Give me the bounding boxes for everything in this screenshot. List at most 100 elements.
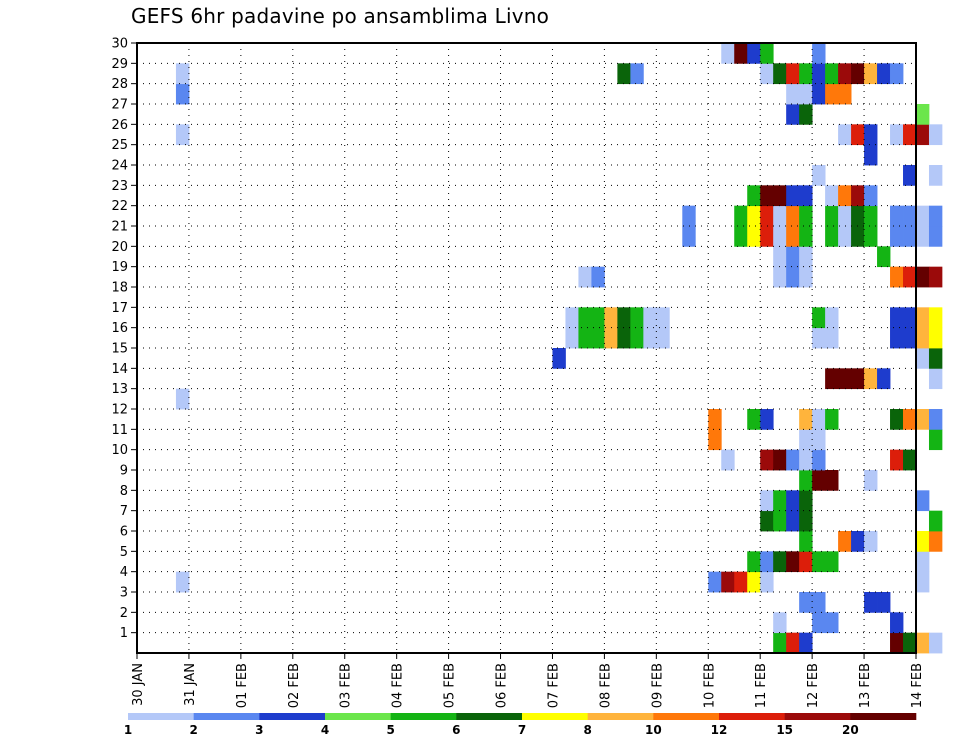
data-cell (721, 571, 735, 593)
colorbar-label: 3 (255, 723, 263, 737)
data-cell (903, 327, 917, 349)
data-cell (890, 124, 904, 146)
colorbar-label: 1 (124, 723, 132, 737)
data-cell (890, 63, 904, 85)
data-cell (851, 368, 865, 390)
colorbar-label: 2 (189, 723, 197, 737)
data-cell (760, 551, 774, 573)
data-cell (864, 531, 878, 552)
y-tick-label: 23 (111, 179, 128, 194)
y-tick-label: 3 (120, 586, 128, 601)
data-cell (747, 43, 761, 64)
y-tick-label: 12 (111, 403, 128, 418)
data-cell (903, 124, 917, 146)
data-cell (916, 266, 930, 288)
data-cell (747, 409, 761, 430)
data-cell (773, 185, 787, 207)
data-cell (643, 327, 657, 349)
y-tick-label: 10 (111, 443, 128, 458)
data-cell (838, 226, 852, 247)
data-cell (916, 205, 930, 227)
x-tick-label: 31 JAN (183, 663, 198, 706)
y-tick-label: 17 (111, 301, 128, 316)
y-tick-label: 18 (111, 281, 128, 296)
data-cell (578, 307, 592, 329)
colorbar-label: 12 (711, 723, 728, 737)
data-cell (760, 490, 774, 512)
data-cell (773, 63, 787, 85)
data-cell (851, 63, 865, 85)
data-cell (786, 246, 800, 268)
data-cell (890, 307, 904, 329)
data-cell (578, 327, 592, 349)
data-cell (617, 307, 631, 329)
colorbar-label: 20 (842, 723, 859, 737)
data-cell (916, 327, 930, 349)
x-tick-label: 02 FEB (287, 663, 302, 708)
colorbar-segment (390, 713, 457, 720)
colorbar-segment (193, 713, 260, 720)
data-cell (825, 612, 839, 634)
data-cell (851, 185, 865, 207)
data-cell (890, 266, 904, 288)
data-cell (825, 226, 839, 247)
y-tick-label: 9 (120, 464, 128, 479)
data-cell (760, 409, 774, 430)
data-cell (851, 124, 865, 146)
data-cell (903, 165, 917, 186)
data-cell (773, 246, 787, 268)
data-cell (890, 632, 904, 654)
colorbar-label: 8 (583, 723, 591, 737)
data-cell (928, 348, 943, 369)
data-cell (630, 327, 644, 349)
data-cell (773, 490, 787, 512)
y-tick-label: 21 (111, 220, 128, 235)
data-cell (877, 246, 891, 268)
data-cell (799, 104, 813, 125)
y-axis: 1234567891011121314151617181920212223242… (111, 37, 137, 641)
data-cell (825, 368, 839, 390)
data-cell (799, 429, 813, 451)
data-cell (630, 307, 644, 329)
data-cell (734, 205, 748, 227)
colorbar-segment (850, 713, 917, 720)
data-cell (799, 592, 813, 613)
data-cell (825, 470, 839, 491)
data-cell (682, 205, 696, 227)
data-cell (903, 226, 917, 247)
data-cell (786, 449, 800, 471)
colorbar-segment (522, 713, 588, 720)
x-tick-label: 07 FEB (546, 663, 561, 708)
data-cell (786, 83, 800, 105)
data-cell (903, 632, 917, 654)
data-cell (825, 327, 839, 349)
data-cell (552, 348, 566, 369)
data-cell (825, 205, 839, 227)
x-tick-label: 08 FEB (598, 663, 613, 708)
data-cell (812, 63, 826, 85)
data-cell (708, 429, 722, 451)
data-cell (799, 551, 813, 573)
data-cell (812, 165, 826, 186)
data-cell (175, 124, 190, 146)
data-cell (877, 368, 891, 390)
data-cell (565, 307, 579, 329)
data-cell (578, 266, 592, 288)
data-cell (799, 205, 813, 227)
y-tick-label: 30 (111, 37, 128, 52)
data-cell (928, 266, 943, 288)
colorbar-label: 15 (776, 723, 793, 737)
data-cell (773, 449, 787, 471)
data-cell (928, 632, 943, 654)
colorbar-legend: 1 2 3 4 5 6 7 8 10 12 15 20 (124, 713, 917, 737)
data-cell (708, 571, 722, 593)
colorbar-segment (325, 713, 391, 720)
data-cell (734, 226, 748, 247)
data-cell (747, 571, 761, 593)
data-cell (786, 185, 800, 207)
data-cell (799, 83, 813, 105)
data-cell (825, 409, 839, 430)
data-cell (656, 307, 670, 329)
data-cell (864, 124, 878, 146)
data-cell (903, 266, 917, 288)
